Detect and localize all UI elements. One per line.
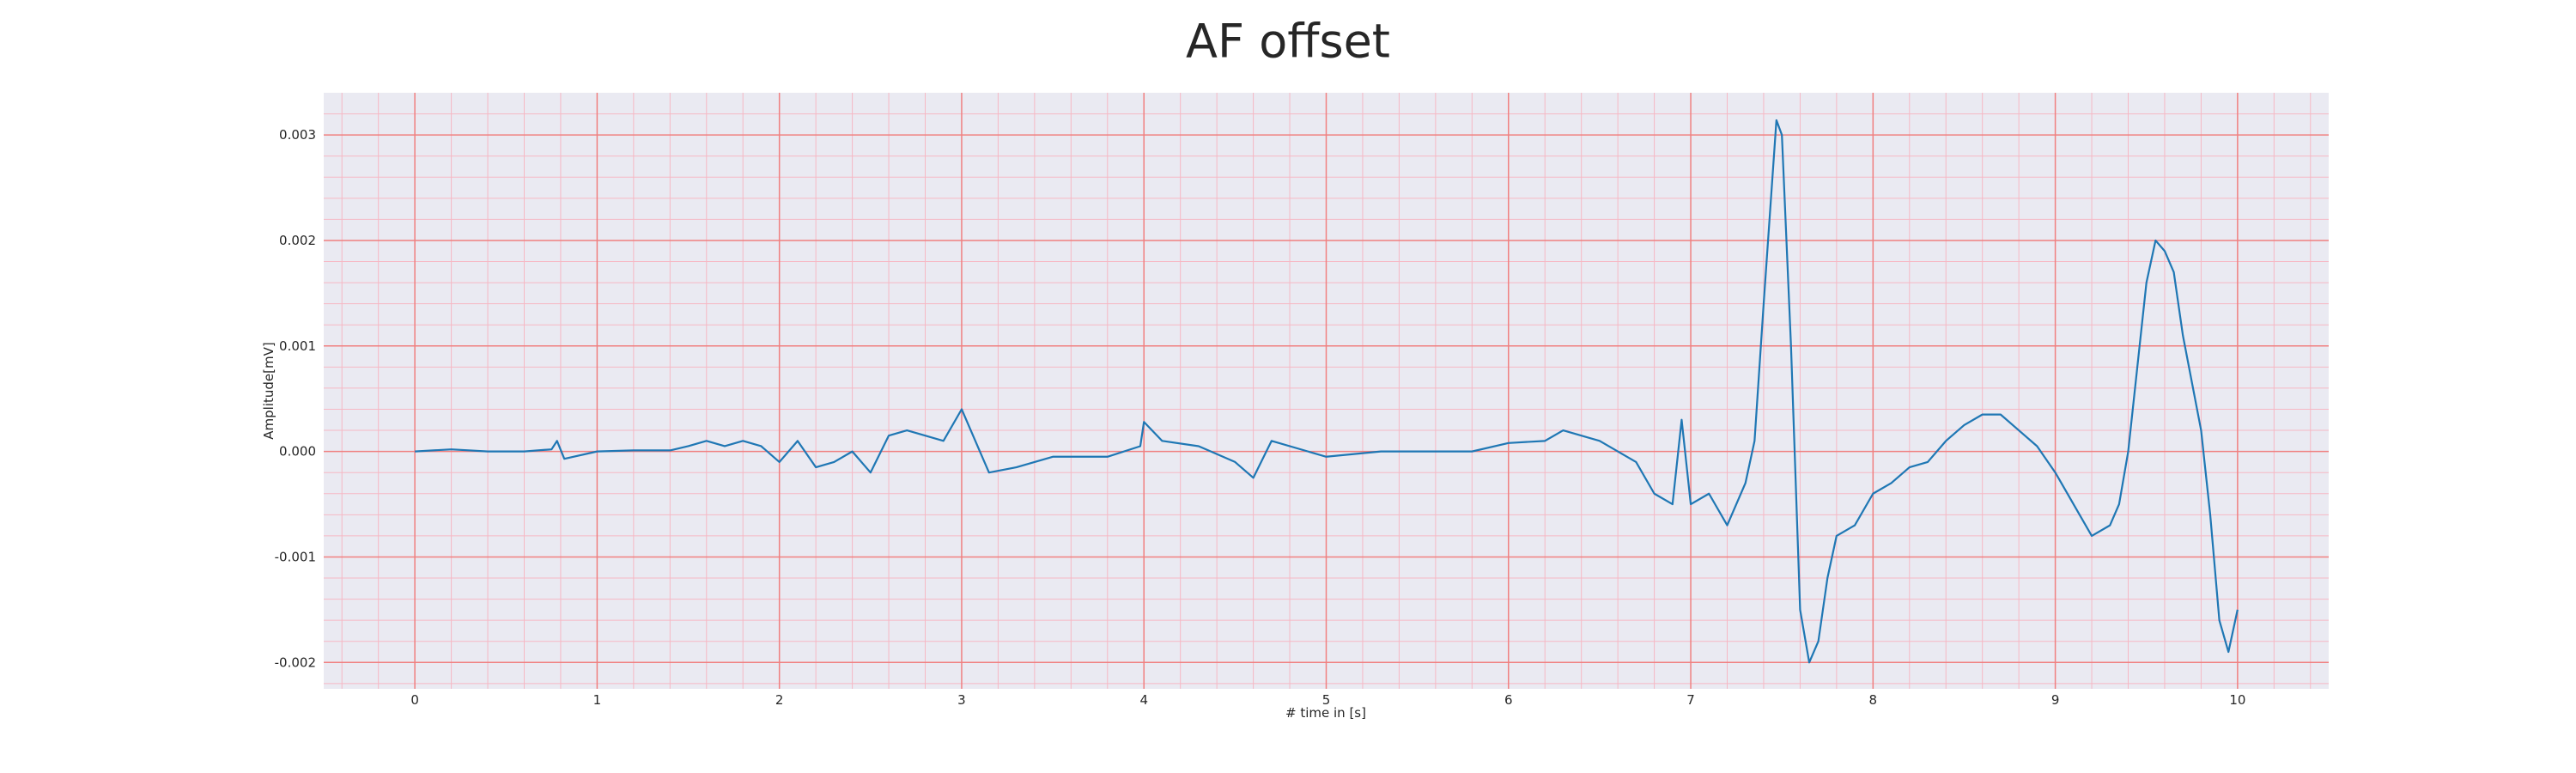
- y-tick-label: 0.000: [279, 444, 316, 460]
- x-tick-label: 5: [1322, 692, 1331, 708]
- y-tick-label: 0.002: [279, 233, 316, 248]
- y-tick-label: -0.001: [275, 549, 316, 564]
- x-tick-label: 7: [1686, 692, 1695, 708]
- labels: 0 1 2 3 4 5 6 7 8 9 10 -0.002 -0.001 0.000 0.001 0.002 0…: [275, 127, 2246, 708]
- y-tick-label: -0.002: [275, 654, 316, 670]
- x-tick-label: 6: [1504, 692, 1513, 708]
- chart-title: AF offset: [1186, 15, 1390, 69]
- x-tick-label: 10: [2229, 692, 2245, 708]
- y-axis-label: Amplitude[mV]: [261, 342, 276, 439]
- series-line: [415, 119, 2239, 664]
- x-tick-label: 2: [775, 692, 784, 708]
- marks: [415, 119, 2239, 664]
- y-tick-label: 0.001: [279, 338, 316, 354]
- x-tick-label: 8: [1869, 692, 1878, 708]
- grid: [324, 93, 2329, 689]
- x-tick-label: 4: [1139, 692, 1148, 708]
- y-tick-label: 0.003: [279, 127, 316, 143]
- x-axis-label: # time in [s]: [1285, 705, 1366, 721]
- x-tick-label: 0: [410, 692, 419, 708]
- x-tick-label: 3: [957, 692, 966, 708]
- x-tick-label: 9: [2051, 692, 2060, 708]
- x-tick-label: 1: [593, 692, 602, 708]
